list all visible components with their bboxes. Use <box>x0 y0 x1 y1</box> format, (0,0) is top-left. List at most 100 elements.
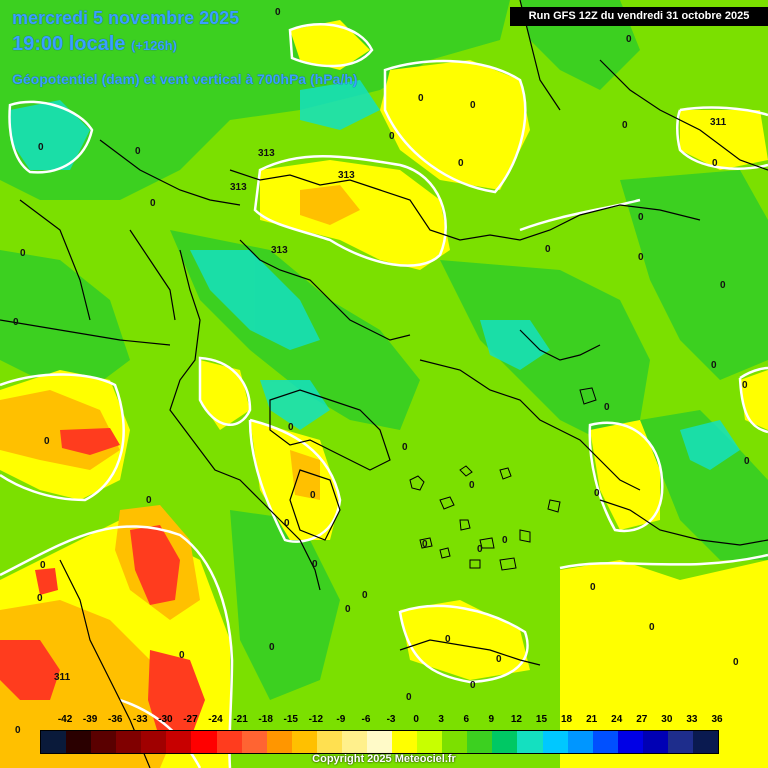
zero-label: 0 <box>711 360 717 371</box>
zero-label: 0 <box>590 582 596 593</box>
legend-swatch <box>517 731 543 753</box>
legend-swatch <box>367 731 393 753</box>
legend-tick-label: 0 <box>413 714 419 725</box>
legend-tick-label: 33 <box>686 714 698 725</box>
zero-label: 0 <box>720 280 726 291</box>
legend-swatch <box>392 731 418 753</box>
zero-label: 0 <box>310 490 316 501</box>
zero-label: 0 <box>275 7 281 18</box>
legend-tick-label: -12 <box>308 714 324 725</box>
legend-tick-label: -24 <box>208 714 223 725</box>
legend-tick-label: -15 <box>283 714 298 725</box>
islands <box>409 387 597 571</box>
cyan-field-areas <box>10 80 740 470</box>
legend-swatch <box>467 731 493 753</box>
legend-swatch <box>417 731 443 753</box>
legend-swatch <box>166 731 192 753</box>
zero-contours <box>0 23 768 768</box>
legend-swatch <box>542 731 568 753</box>
zero-label: 0 <box>40 560 46 571</box>
zero-label: 0 <box>470 680 476 691</box>
legend-tick-label: -33 <box>133 714 148 725</box>
zero-label: 0 <box>622 120 628 131</box>
zero-label: 0 <box>20 248 26 259</box>
legend-swatch <box>642 731 668 753</box>
forecast-time: 19:00 locale (+126h) <box>12 33 177 56</box>
legend-tick-label: -36 <box>107 714 123 725</box>
legend-swatch <box>316 731 342 753</box>
legend-tick-label: -27 <box>183 714 198 725</box>
legend-swatch <box>191 731 217 753</box>
zero-label: 0 <box>150 198 156 209</box>
legend-tick-label: -42 <box>57 714 73 725</box>
zero-label: 0 <box>712 158 718 169</box>
zero-label: 0 <box>496 654 502 665</box>
geopotential-label: 311 <box>54 672 71 683</box>
legend-swatch <box>241 731 267 753</box>
zero-label: 0 <box>733 657 739 668</box>
legend-tick-label: 3 <box>438 714 444 725</box>
zero-label: 0 <box>422 539 428 550</box>
legend-swatch <box>442 731 468 753</box>
zero-label: 0 <box>402 442 408 453</box>
legend-swatch <box>492 731 518 753</box>
forecast-time-value: 19:00 locale <box>12 33 126 55</box>
legend-tick-label: -6 <box>361 714 371 725</box>
legend-tick-label: -30 <box>158 714 173 725</box>
forecast-date: mercredi 5 novembre 2025 <box>12 8 240 28</box>
legend-swatch <box>592 731 618 753</box>
zero-label: 0 <box>146 495 152 506</box>
legend-swatch <box>91 731 117 753</box>
zero-label: 0 <box>477 544 483 555</box>
zero-label: 0 <box>179 650 185 661</box>
legend-swatch <box>567 731 593 753</box>
legend-tick-label: 36 <box>711 714 723 725</box>
legend-tick-label: 27 <box>636 714 648 725</box>
zero-label: 0 <box>458 158 464 169</box>
zero-label: 0 <box>744 456 750 467</box>
geopotential-label: 313 <box>230 182 247 193</box>
run-info: Run GFS 12Z du vendredi 31 octobre 2025 <box>510 7 768 26</box>
legend-tick-label: 30 <box>661 714 673 725</box>
zero-label: 0 <box>13 317 19 328</box>
zero-label: 0 <box>604 402 610 413</box>
legend-swatch <box>66 731 92 753</box>
legend-swatch <box>693 731 719 753</box>
legend-swatch <box>617 731 643 753</box>
legend-swatch <box>116 731 142 753</box>
zero-label: 0 <box>38 142 44 153</box>
legend-ticks: -42 -39 -36 -33 -30 -27 -24 -21 -18 -15 -12 -9 -6 -3 0… <box>40 714 723 728</box>
geopotential-labels: 313 313 313 313 311 311 <box>54 117 727 683</box>
legend-tick-label: -3 <box>386 714 396 725</box>
zero-label: 0 <box>470 100 476 111</box>
zero-label: 0 <box>594 488 600 499</box>
geopotential-label: 313 <box>338 170 355 181</box>
legend-swatch <box>216 731 242 753</box>
geopotential-label: 311 <box>710 117 727 128</box>
zero-label: 0 <box>418 93 424 104</box>
zero-label: 0 <box>44 436 50 447</box>
red-field-areas <box>0 428 205 740</box>
legend-swatch <box>266 731 292 753</box>
legend-tick-label: 6 <box>463 714 470 725</box>
legend-swatch <box>291 731 317 753</box>
legend-tick-label: 9 <box>488 714 495 725</box>
legend-tick-label: -21 <box>233 714 248 725</box>
zero-label: 0 <box>502 535 508 546</box>
legend-tick-label: -18 <box>258 714 273 725</box>
legend-tick-label: -9 <box>336 714 346 725</box>
zero-label: 0 <box>545 244 551 255</box>
zero-label: 0 <box>345 604 351 615</box>
zero-label: 0 <box>37 593 43 604</box>
legend-tick-label: 18 <box>560 714 573 725</box>
legend-tick-label: 15 <box>535 714 548 725</box>
color-legend <box>40 730 719 754</box>
zero-label: 0 <box>288 422 294 433</box>
zero-label: 0 <box>389 131 395 142</box>
legend-swatch <box>341 731 368 753</box>
zero-label: 0 <box>15 725 21 736</box>
zero-label: 0 <box>638 212 644 223</box>
geopotential-label: 313 <box>271 245 288 256</box>
zero-label: 0 <box>638 252 644 263</box>
